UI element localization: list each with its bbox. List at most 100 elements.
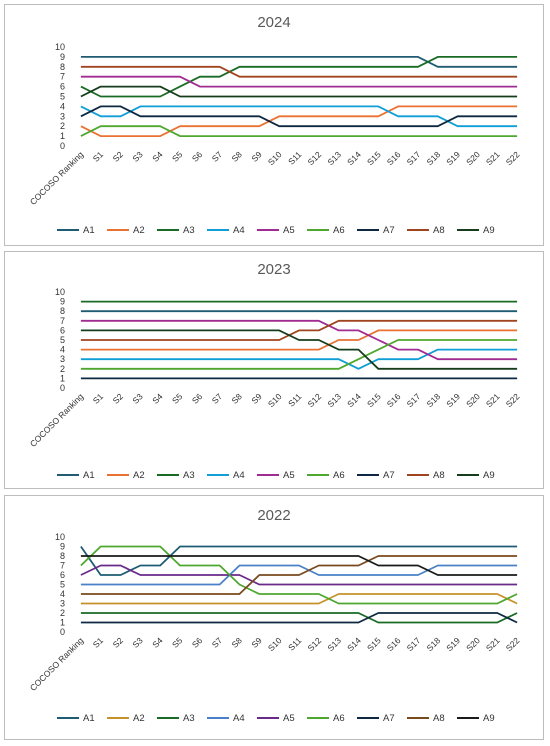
x-tick-label: S9 xyxy=(249,391,264,406)
x-tick-label: S13 xyxy=(325,391,343,409)
legend-label: A6 xyxy=(333,713,345,724)
y-tick-label: 9 xyxy=(60,297,65,307)
x-tick-label: S19 xyxy=(444,391,462,409)
series-line-a6 xyxy=(80,545,518,605)
legend-item-a3: A3 xyxy=(157,470,195,481)
y-tick-label: 1 xyxy=(60,131,65,141)
legend-item-a9: A9 xyxy=(457,470,495,481)
legend-label: A5 xyxy=(283,713,295,724)
chart-title: 2024 xyxy=(257,14,290,31)
legend-item-a5: A5 xyxy=(257,713,295,724)
legend-item-a9: A9 xyxy=(457,713,495,724)
series-line-a4 xyxy=(80,564,518,586)
legend-label: A9 xyxy=(483,225,495,236)
x-tick-label: S5 xyxy=(170,635,185,650)
x-tick-label: S2 xyxy=(111,635,126,650)
legend-label: A9 xyxy=(483,713,495,724)
legend-item-a5: A5 xyxy=(257,470,295,481)
x-tick-label: COCOSO Ranking xyxy=(28,391,86,449)
x-tick-label: S6 xyxy=(190,149,205,164)
x-tick-label: S17 xyxy=(405,391,423,409)
series-line-a5 xyxy=(80,564,518,586)
x-tick-label: S21 xyxy=(484,391,502,409)
x-tick-label: S7 xyxy=(210,635,225,650)
y-tick-label: 3 xyxy=(60,354,65,364)
x-tick-label: S22 xyxy=(504,391,522,409)
x-tick-label: S18 xyxy=(424,149,442,167)
y-tick-label: 5 xyxy=(60,580,65,590)
y-tick-label: 8 xyxy=(60,306,65,316)
legend-label: A4 xyxy=(233,470,245,481)
x-tick-label: S10 xyxy=(266,149,284,167)
legend-label: A1 xyxy=(83,225,95,236)
x-tick-label: S14 xyxy=(345,635,363,653)
x-tick-label: S11 xyxy=(286,635,304,653)
legend-item-a3: A3 xyxy=(157,225,195,236)
legend-item-a1: A1 xyxy=(57,713,95,724)
legend-label: A6 xyxy=(333,470,345,481)
x-tick-label: S1 xyxy=(91,635,106,650)
x-tick-label: S2 xyxy=(111,391,126,406)
y-tick-label: 7 xyxy=(60,72,65,82)
x-tick-label: S15 xyxy=(365,635,383,653)
x-tick-label: S8 xyxy=(230,149,245,164)
series-line-a8 xyxy=(80,319,518,341)
series-line-a4 xyxy=(80,105,518,128)
series-line-a3 xyxy=(80,56,518,98)
chart-panel-2024: 2024 0 1 2 3 4 5 6 7 8 9 10 COCOSO Ranking S1 S2 S3 S4 S5… xyxy=(4,4,544,246)
y-tick-label: 6 xyxy=(60,570,65,580)
series-line-a9 xyxy=(80,555,518,576)
legend-label: A8 xyxy=(433,225,445,236)
series-line-a5 xyxy=(80,75,518,88)
x-tick-label: S9 xyxy=(249,149,264,164)
legend-label: A6 xyxy=(333,225,345,236)
legend-label: A4 xyxy=(233,713,245,724)
y-tick-label: 8 xyxy=(60,62,65,72)
y-tick-label: 10 xyxy=(55,42,65,52)
series-line-a9 xyxy=(80,85,518,98)
chart-panel-2023: 2023 0 1 2 3 4 5 6 7 8 9 10 COCOSO Ranking S1 S2 S3 S4 S5… xyxy=(4,251,544,489)
x-tick-label: S1 xyxy=(91,149,106,164)
legend-label: A3 xyxy=(183,225,195,236)
x-tick-label: S7 xyxy=(210,149,225,164)
y-tick-label: 2 xyxy=(60,364,65,374)
legend-label: A7 xyxy=(383,470,395,481)
series-line-a1 xyxy=(80,56,518,68)
x-tick-label: S21 xyxy=(484,149,502,167)
x-tick-label: S9 xyxy=(249,635,264,650)
legend-item-a1: A1 xyxy=(57,225,95,236)
legend-label: A9 xyxy=(483,470,495,481)
chart-title: 2022 xyxy=(257,507,290,524)
legend-item-a9: A9 xyxy=(457,225,495,236)
x-tick-label: S19 xyxy=(444,149,462,167)
legend-item-a2: A2 xyxy=(107,713,145,724)
x-tick-label: S20 xyxy=(464,391,482,409)
x-tick-label: S17 xyxy=(405,635,423,653)
legend-label: A8 xyxy=(433,470,445,481)
x-tick-label: S20 xyxy=(464,635,482,653)
x-tick-label: S2 xyxy=(111,149,126,164)
x-tick-label: S1 xyxy=(91,391,106,406)
x-tick-label: S14 xyxy=(345,149,363,167)
y-tick-label: 2 xyxy=(60,121,65,131)
legend-label: A3 xyxy=(183,713,195,724)
x-tick-label: S5 xyxy=(170,391,185,406)
y-tick-label: 5 xyxy=(60,92,65,102)
legend-label: A5 xyxy=(283,470,295,481)
y-tick-label: 4 xyxy=(60,101,65,111)
x-tick-label: S3 xyxy=(130,149,145,164)
y-tick-label: 2 xyxy=(60,608,65,618)
x-tick-label: S20 xyxy=(464,149,482,167)
series-line-a6 xyxy=(80,339,518,370)
series-line-a2 xyxy=(80,329,518,351)
x-tick-label: S6 xyxy=(190,391,205,406)
x-tick-label: S12 xyxy=(305,635,323,653)
x-tick-label: S4 xyxy=(150,149,165,164)
legend-label: A2 xyxy=(133,470,145,481)
y-tick-label: 1 xyxy=(60,373,65,383)
x-tick-label: S12 xyxy=(305,149,323,167)
x-tick-label: S10 xyxy=(266,391,284,409)
x-tick-label: S8 xyxy=(230,635,245,650)
x-tick-label: S5 xyxy=(170,149,185,164)
